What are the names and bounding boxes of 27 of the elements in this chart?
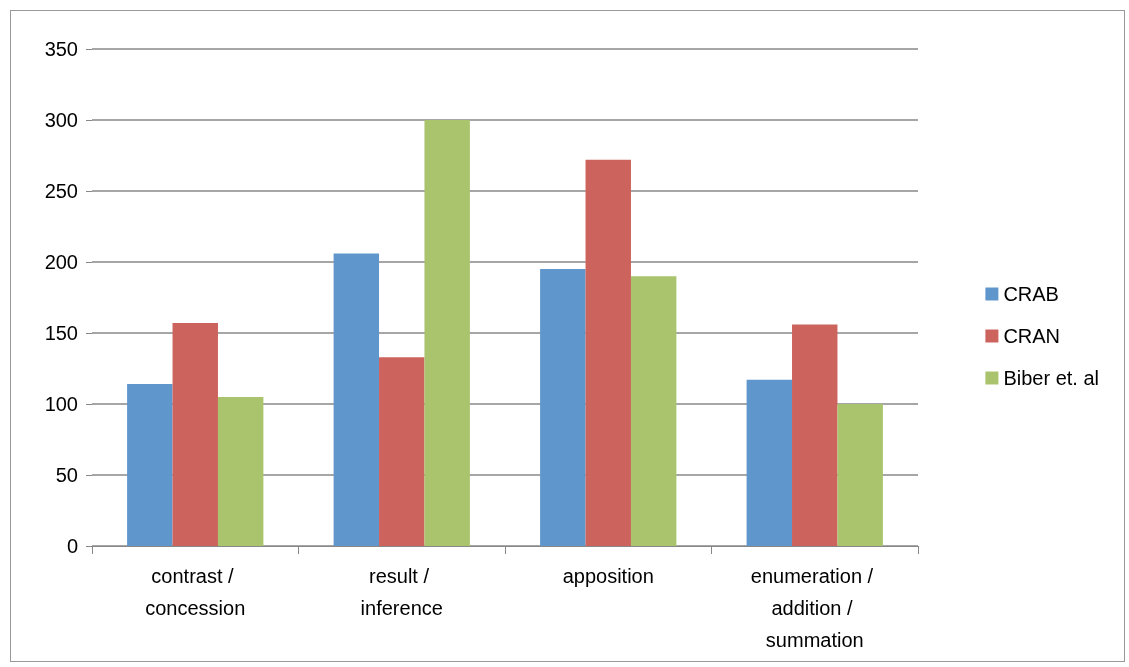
bar: [837, 404, 883, 546]
bar: [172, 323, 218, 546]
y-tick-label: 0: [66, 535, 78, 557]
bar: [540, 269, 586, 546]
y-tick-label: 350: [44, 38, 78, 60]
bar: [379, 357, 425, 546]
bar: [585, 159, 631, 546]
y-tick-label: 100: [44, 393, 78, 415]
legend-label: Biber et. al: [1003, 367, 1099, 389]
x-tick-label: enumeration / addition / summation: [750, 565, 879, 651]
bar: [630, 276, 677, 546]
legend-label: CRAN: [1003, 325, 1061, 347]
x-tick-label: result / inference: [360, 565, 443, 619]
bar: [127, 384, 173, 546]
y-tick-label: 50: [55, 464, 78, 486]
bar: [792, 324, 838, 546]
y-tick-label: 300: [44, 109, 78, 131]
bar: [746, 379, 793, 546]
y-tick-label: 200: [44, 251, 78, 273]
y-tick-label: 250: [44, 180, 78, 202]
y-tick-label: 150: [44, 322, 78, 344]
bar: [217, 396, 264, 546]
bar: [333, 253, 380, 546]
x-tick-label: apposition: [562, 565, 654, 587]
legend-label: CRAB: [1003, 283, 1059, 305]
x-tick-label: contrast / concession: [145, 565, 246, 619]
bar: [424, 120, 470, 546]
